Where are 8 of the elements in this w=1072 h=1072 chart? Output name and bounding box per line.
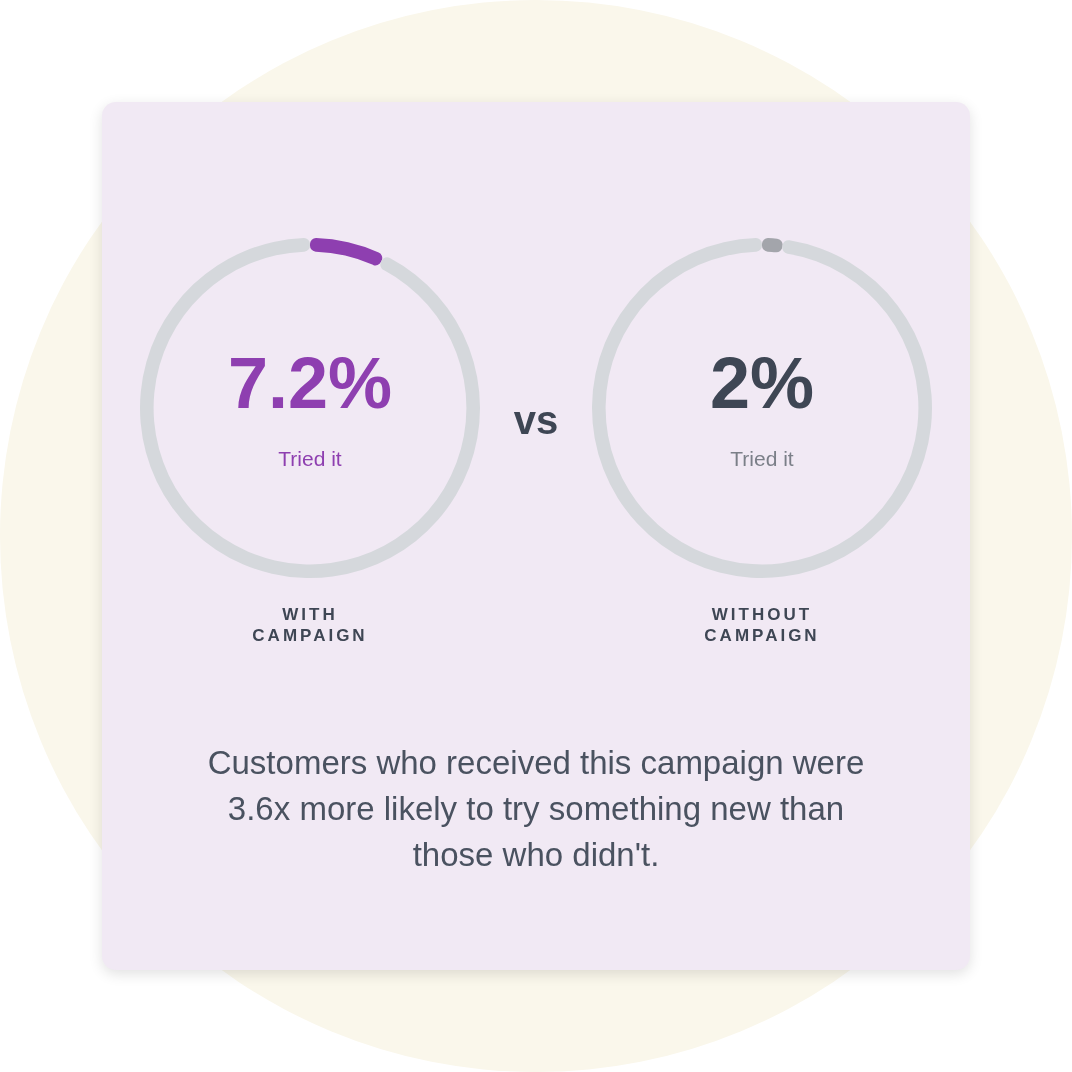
text: WITHOUT CAMPAIGN <box>703 604 821 646</box>
text: vs <box>512 398 560 443</box>
text: WITH CAMPAIGN <box>251 604 369 646</box>
text: Tried it <box>278 446 342 470</box>
data-label: 7.2% <box>227 342 393 423</box>
data-label: 2% <box>709 342 815 423</box>
text: Customers who received this campaign were 3.6x more likely to try something new than those who didn't. <box>206 743 866 875</box>
text: Tried it <box>730 446 794 470</box>
